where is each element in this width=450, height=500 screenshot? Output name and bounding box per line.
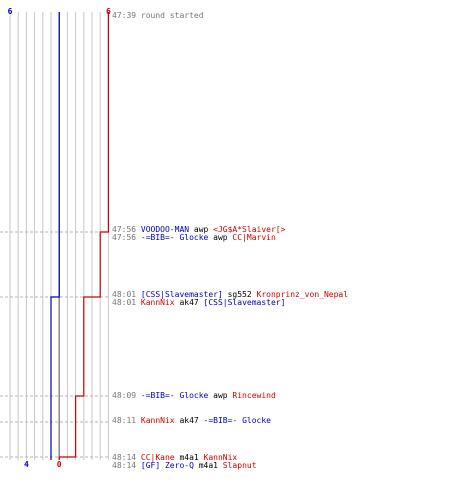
round-start-row: 47:39 round started xyxy=(112,11,204,20)
red-start-count: 6 xyxy=(106,7,111,16)
event-killer: -=BIB=- Glocke xyxy=(141,233,213,242)
event-time: 47:56 xyxy=(112,233,141,242)
event-time: 48:11 xyxy=(112,416,141,425)
event-killer: -=BIB=- Glocke xyxy=(141,391,213,400)
series-layer xyxy=(50,12,109,460)
event-time: 48:09 xyxy=(112,391,141,400)
event-log: 47:39 round started 47:56 VOODOO-MAN awp … xyxy=(112,11,348,470)
event-weapon: m4a1 xyxy=(179,453,203,462)
round-start-time: 47:39 xyxy=(112,11,141,20)
event-victim: KannNix xyxy=(204,453,238,462)
event-killer: [CSS|Slavemaster] xyxy=(141,290,228,299)
event-killer: CC|Kane xyxy=(141,453,180,462)
event-time: 47:56 xyxy=(112,225,141,234)
event-victim: Slapnut xyxy=(223,461,257,470)
event-killer: KannNix xyxy=(141,416,180,425)
event-victim: Rincewind xyxy=(232,391,276,400)
event-weapon: ak47 xyxy=(179,416,203,425)
event-guide-lines xyxy=(0,231,108,458)
event-killer: VOODOO-MAN xyxy=(141,225,194,234)
event-row: 48:01 [CSS|Slavemaster] sg552 Kronprinz_… xyxy=(112,290,348,299)
event-row: 48:11 KannNix ak47 -=BIB=- Glocke xyxy=(112,416,271,425)
event-weapon: awp xyxy=(213,391,232,400)
event-victim: -=BIB=- Glocke xyxy=(204,416,272,425)
event-row: 48:14 CC|Kane m4a1 KannNix xyxy=(112,453,237,462)
event-victim: <JG$A*Slaiver[> xyxy=(213,225,285,234)
event-row: 47:56 -=BIB=- Glocke awp CC|Marvin xyxy=(112,233,276,242)
event-weapon: ak47 xyxy=(179,298,203,307)
blue-team-alive-line xyxy=(50,12,60,460)
event-time: 48:14 xyxy=(112,453,141,462)
event-time: 48:01 xyxy=(112,298,141,307)
player-count-labels: 6 4 6 0 xyxy=(8,7,111,469)
event-victim: Kronprinz_von_Nepal xyxy=(257,290,349,299)
round-start-text: round started xyxy=(141,11,204,20)
event-victim: CC|Marvin xyxy=(232,233,276,242)
blue-end-count: 4 xyxy=(24,460,29,469)
event-killer: [GF] Zero-Q xyxy=(141,461,199,470)
event-killer: KannNix xyxy=(141,298,180,307)
red-end-count: 0 xyxy=(57,460,62,469)
event-row: 48:14 [GF] Zero-Q m4a1 Slapnut xyxy=(112,461,257,470)
event-weapon: awp xyxy=(213,233,232,242)
event-time: 48:01 xyxy=(112,290,141,299)
red-team-alive-line xyxy=(58,12,109,460)
event-weapon: sg552 xyxy=(228,290,257,299)
event-row: 48:01 KannNix ak47 [CSS|Slavemaster] xyxy=(112,298,285,307)
event-row: 47:56 VOODOO-MAN awp <JG$A*Slaiver[> xyxy=(112,225,286,234)
event-weapon: awp xyxy=(194,225,213,234)
event-victim: [CSS|Slavemaster] xyxy=(204,298,286,307)
blue-start-count: 6 xyxy=(8,7,13,16)
event-weapon: m4a1 xyxy=(199,461,223,470)
event-time: 48:14 xyxy=(112,461,141,470)
event-row: 48:09 -=BIB=- Glocke awp Rincewind xyxy=(112,391,276,400)
